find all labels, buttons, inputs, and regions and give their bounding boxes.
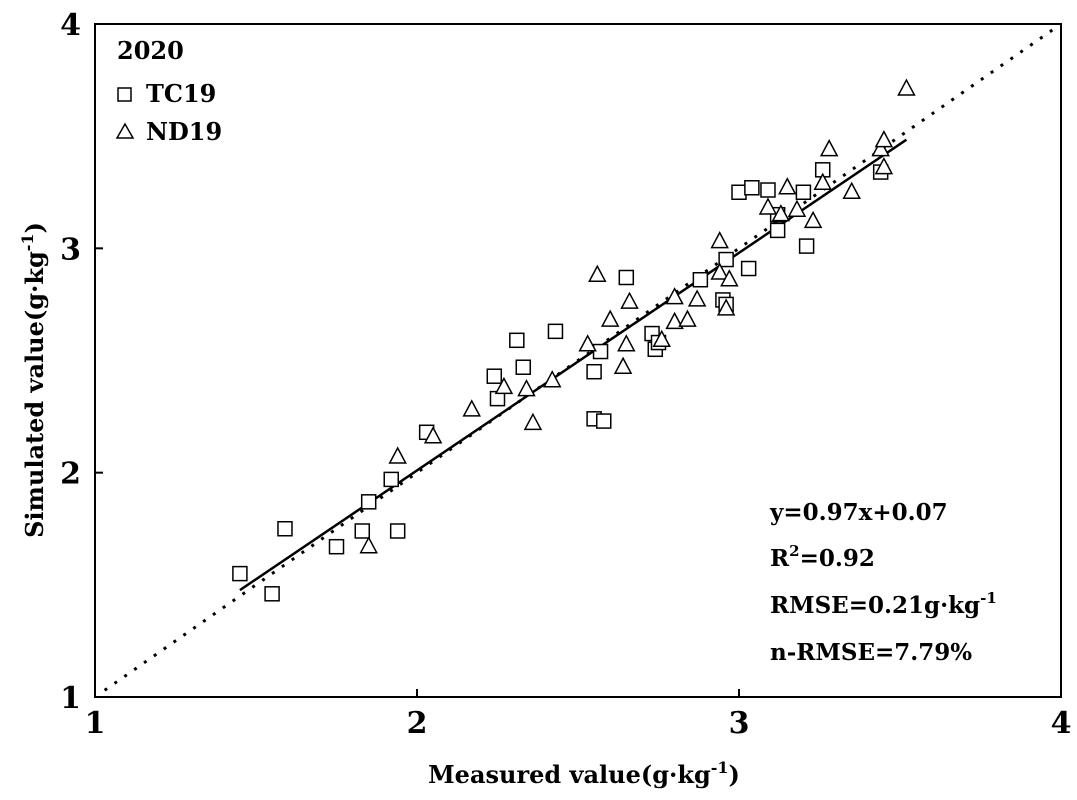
y-tick-label: 3 (60, 232, 81, 267)
point-nd19 (652, 329, 671, 348)
point-tc19 (740, 260, 757, 277)
data-points (232, 78, 916, 602)
point-nd19 (710, 231, 729, 249)
point-nd19 (617, 334, 636, 352)
point-nd19 (842, 181, 861, 199)
point-tc19 (360, 494, 377, 510)
point-nd19 (542, 370, 562, 388)
point-tc19 (486, 368, 503, 384)
x-tick-label: 4 (1051, 706, 1072, 741)
point-nd19 (787, 199, 807, 217)
legend-label-nd19: ND19 (146, 117, 222, 146)
axis-ticks: 1 2 3 4 1 2 3 4 (60, 8, 1071, 741)
point-tc19 (354, 523, 371, 539)
point-nd19 (758, 197, 778, 215)
point-nd19 (720, 269, 739, 287)
point-tc19 (264, 586, 280, 602)
point-tc19 (731, 184, 747, 200)
point-nd19 (803, 210, 823, 229)
y-tick-label: 4 (60, 8, 81, 43)
point-nd19 (678, 309, 697, 327)
x-tick-label: 3 (729, 706, 750, 741)
stats-annotation: y=0.97x+0.07 R2=0.92 RMSE=0.21g·kg-1 n-R… (769, 499, 997, 666)
point-nd19 (588, 264, 607, 283)
legend-marker-nd19 (115, 122, 135, 139)
point-nd19 (578, 334, 597, 352)
point-tc19 (586, 363, 602, 380)
point-tc19 (277, 521, 293, 537)
legend: 2020 TC19 ND19 (115, 36, 222, 146)
point-nd19 (665, 287, 684, 305)
point-nd19 (665, 311, 684, 330)
point-nd19 (523, 412, 543, 431)
point-nd19 (874, 130, 894, 148)
point-nd19 (494, 376, 514, 395)
legend-marker-tc19 (117, 87, 132, 102)
plot-frame (94, 23, 1062, 698)
legend-title: 2020 (117, 36, 184, 65)
point-tc19 (744, 180, 760, 196)
x-tick-label: 1 (85, 706, 106, 741)
point-tc19 (515, 359, 532, 375)
x-tick-label: 2 (407, 706, 428, 741)
reference-line-1-1 (103, 22, 1062, 692)
legend-label-tc19: TC19 (146, 79, 216, 108)
y-tick-label: 1 (60, 681, 81, 716)
point-tc19 (509, 332, 525, 349)
point-tc19 (389, 523, 406, 539)
point-nd19 (778, 177, 797, 195)
point-nd19 (517, 379, 536, 397)
point-nd19 (716, 298, 736, 316)
n-rmse: n-RMSE=7.79% (770, 639, 972, 666)
point-nd19 (613, 356, 633, 374)
point-nd19 (813, 172, 832, 191)
point-nd19 (819, 139, 839, 157)
point-nd19 (874, 156, 894, 175)
point-nd19 (423, 426, 443, 444)
point-tc19 (769, 222, 786, 239)
point-tc19 (692, 271, 709, 288)
point-nd19 (388, 446, 407, 464)
point-nd19 (897, 78, 916, 96)
point-tc19 (547, 323, 564, 340)
point-tc19 (760, 182, 776, 198)
point-tc19 (718, 251, 734, 268)
rmse: RMSE=0.21g·kg-1 (770, 589, 997, 619)
reference-line-path (103, 22, 1062, 692)
point-tc19 (383, 471, 399, 488)
point-nd19 (620, 291, 639, 309)
point-tc19 (596, 413, 612, 429)
y-tick-label: 2 (60, 457, 81, 492)
point-nd19 (359, 536, 378, 554)
point-nd19 (687, 289, 707, 307)
point-tc19 (328, 538, 345, 555)
x-axis-title: Measured value(g·kg-1) (428, 758, 740, 789)
point-nd19 (871, 139, 890, 157)
regression-equation: y=0.97x+0.07 (769, 499, 948, 526)
point-tc19 (798, 238, 815, 254)
r-squared: R2=0.92 (770, 542, 875, 572)
point-nd19 (771, 204, 791, 222)
point-tc19 (618, 269, 635, 286)
point-tc19 (232, 565, 248, 582)
point-nd19 (600, 309, 620, 327)
y-axis-title: Simulated value(g·kg-1) (18, 222, 49, 538)
point-tc19 (795, 184, 812, 200)
point-nd19 (462, 399, 481, 417)
point-nd19 (710, 262, 729, 280)
